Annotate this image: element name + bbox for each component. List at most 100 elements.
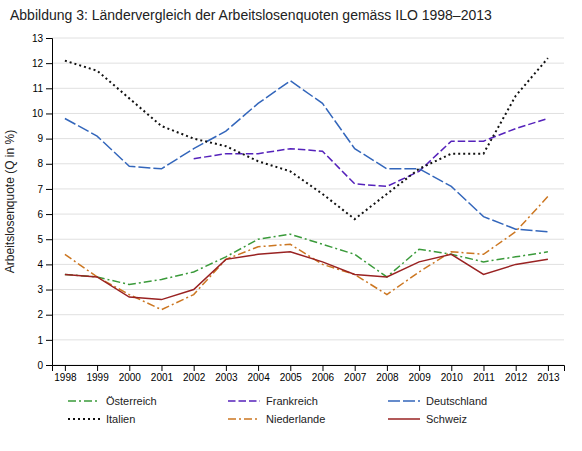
x-tick-mark: [290, 365, 291, 371]
x-tick: 2009: [408, 365, 431, 383]
y-tick-label: 9: [37, 133, 43, 144]
legend-swatch: [68, 400, 100, 402]
y-tick-mark: [46, 88, 52, 89]
x-tick: 1998: [54, 365, 77, 383]
x-tick-mark: [258, 365, 259, 371]
y-tick-label: 10: [32, 108, 44, 119]
x-tick-label: 2005: [280, 372, 303, 383]
y-tick-label: 0: [37, 360, 43, 371]
x-tick: 2004: [247, 365, 270, 383]
grid-line: [52, 339, 564, 340]
series-line: [65, 252, 548, 300]
y-tick-mark: [46, 365, 52, 366]
chart: Abbildung 3: Ländervergleich der Arbeits…: [0, 0, 582, 451]
grid-line: [52, 239, 564, 240]
x-tick-label: 2003: [215, 372, 238, 383]
legend-item: Schweiz: [388, 413, 467, 425]
x-tick: 2010: [441, 365, 464, 383]
legend-swatch: [68, 418, 100, 420]
x-tick-label: 2013: [537, 372, 560, 383]
x-tick-label: 2012: [505, 372, 528, 383]
x-tick-label: 2011: [473, 372, 495, 383]
y-tick-mark: [46, 315, 52, 316]
x-tick-label: 2004: [247, 372, 270, 383]
y-tick: 7: [37, 184, 52, 195]
y-tick-label: 4: [37, 259, 43, 270]
plot: 1998199920002001200220032004200520062007…: [32, 33, 565, 383]
x-tick-mark: [355, 365, 356, 371]
x-tick-mark: [483, 365, 484, 371]
legend-label: Italien: [106, 413, 135, 425]
legend-swatch: [228, 418, 260, 420]
y-tick: 10: [32, 108, 52, 119]
x-tick: 2013: [537, 365, 560, 383]
y-tick-label: 3: [37, 284, 43, 295]
title: Abbildung 3: Ländervergleich der Arbeits…: [10, 7, 492, 23]
y-tick-label: 12: [32, 58, 44, 69]
x-tick-mark: [226, 365, 227, 371]
x-tick-label: 2008: [376, 372, 399, 383]
y-tick-mark: [46, 63, 52, 64]
y-axis-line: [46, 39, 53, 366]
x-tick-mark: [194, 365, 195, 371]
legend-label: Niederlande: [266, 413, 325, 425]
x-tick: 1999: [86, 365, 109, 383]
x-tick-mark: [65, 365, 66, 371]
y-tick-mark: [46, 113, 52, 114]
y-tick-mark: [46, 189, 52, 190]
y-tick-mark: [46, 139, 52, 140]
x-tick-label: 2010: [441, 372, 464, 383]
y-tick: 11: [33, 83, 52, 94]
y-tick: 13: [32, 33, 52, 44]
series-line: [65, 81, 548, 232]
y-tick: 0: [37, 360, 52, 371]
legend-item: Niederlande: [228, 413, 325, 425]
legend-label: Deutschland: [426, 395, 487, 407]
x-tick-label: 2001: [151, 372, 174, 383]
grid-line: [52, 314, 564, 315]
y-tick-label: 13: [32, 33, 44, 44]
x-tick: 2012: [505, 365, 528, 383]
x-tick: 2002: [183, 365, 206, 383]
x-tick-mark: [97, 365, 98, 371]
y-tick-mark: [46, 290, 52, 291]
x-tick: 2000: [119, 365, 142, 383]
y-tick-mark: [46, 38, 52, 39]
x-tick: 2007: [344, 365, 367, 383]
legend-swatch: [228, 400, 260, 402]
grid-line: [52, 163, 564, 164]
x-axis-line: [53, 366, 565, 372]
legend-swatch: [388, 418, 420, 420]
legend: Österreich Frankreich Deutschland Italien Ni…: [68, 395, 487, 425]
y-axis-title: Arbeitslosenquote (Q in %): [3, 130, 17, 273]
y-tick: 4: [37, 259, 52, 270]
y-tick: 8: [37, 158, 52, 169]
legend-label: Frankreich: [266, 395, 318, 407]
y-tick: 6: [37, 209, 52, 220]
legend-item: Österreich: [68, 395, 157, 407]
x-tick-mark: [322, 365, 323, 371]
x-tick: 2011: [473, 365, 495, 383]
y-tick: 2: [37, 309, 52, 320]
legend-item: Frankreich: [228, 395, 318, 407]
x-tick-mark: [451, 365, 452, 371]
grid-line: [52, 113, 564, 114]
x-tick-mark: [161, 365, 162, 371]
series-line: [65, 196, 548, 309]
y-tick-mark: [46, 264, 52, 265]
y-tick-label: 8: [37, 158, 43, 169]
y-tick-mark: [46, 164, 52, 165]
y-tick-label: 1: [37, 335, 43, 346]
x-tick-mark: [419, 365, 420, 371]
y-tick: 5: [37, 234, 52, 245]
series-line: [65, 234, 548, 284]
legend-swatch: [388, 400, 420, 402]
grid-line: [52, 188, 564, 189]
x-tick-label: 1998: [54, 372, 77, 383]
legend-item: Deutschland: [388, 395, 487, 407]
y-tick-label: 2: [37, 309, 43, 320]
x-tick-label: 2007: [344, 372, 367, 383]
grid-line: [52, 63, 564, 64]
y-tick: 12: [32, 58, 52, 69]
x-tick-label: 1999: [86, 372, 109, 383]
